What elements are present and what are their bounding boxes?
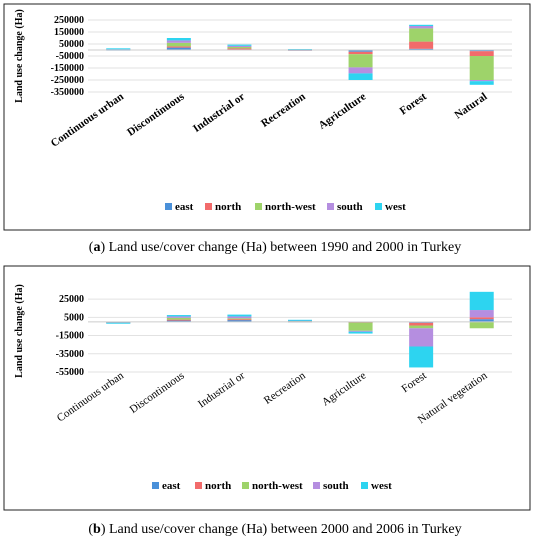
bar-segment-north xyxy=(348,51,373,55)
bar-segment-south xyxy=(469,80,494,82)
legend-label-north: north xyxy=(215,201,241,213)
bar-segment-north xyxy=(469,317,494,320)
legend-label-west: west xyxy=(385,201,406,213)
y-tick-label: 5000 xyxy=(64,312,84,323)
bar-segment-north-west xyxy=(348,322,373,331)
y-tick-label: -15000 xyxy=(56,331,84,342)
bar-segment-north-west xyxy=(409,325,434,329)
legend-swatch-north xyxy=(195,482,202,489)
y-tick-label: -350000 xyxy=(51,87,84,98)
chart-b: 25000 5000 -15000 -35000 -55000 Land use chan… xyxy=(3,265,531,511)
caption-b: (b) Land use/cover change (Ha) between 2… xyxy=(88,522,462,537)
caption-b-label: b xyxy=(93,522,101,537)
bar-segment-north-west xyxy=(409,28,434,42)
chart-a: 25000015000050000-50000-150000-250000-35… xyxy=(3,3,531,231)
bar-segment-north xyxy=(409,41,434,49)
legend-swatch-east xyxy=(152,482,159,489)
bar-segment-south xyxy=(469,310,494,318)
bar-segment-north xyxy=(227,319,252,321)
caption-a-text: Land use/cover change (Ha) between 1990 … xyxy=(105,240,462,255)
y-tick-label: -150000 xyxy=(51,63,84,74)
legend-label-east: east xyxy=(162,480,181,492)
bar-segment-west xyxy=(409,346,434,368)
bar-segment-north xyxy=(409,322,434,326)
bar-segment-west xyxy=(106,322,131,324)
bar-segment-east xyxy=(409,48,434,50)
bar-segment-south xyxy=(348,330,373,332)
bar-segment-east xyxy=(348,50,373,52)
legend-swatch-north-west xyxy=(255,203,262,210)
y-tick-label: -55000 xyxy=(56,367,84,378)
legend-label-west: west xyxy=(371,480,392,492)
bar-segment-north-west xyxy=(166,317,191,320)
bar-segment-west xyxy=(106,48,131,50)
bar-segment-west xyxy=(469,291,494,311)
bar-segment-south xyxy=(348,67,373,74)
legend-label-north: north xyxy=(205,480,231,492)
legend-label-north-west: north-west xyxy=(252,480,303,492)
legend-label-south: south xyxy=(323,480,349,492)
bar-segment-north xyxy=(227,48,252,50)
bar-segment-north-west xyxy=(348,54,373,68)
bar-segment-west xyxy=(348,73,373,80)
chart-frame xyxy=(3,265,531,511)
bar-segment-north-west xyxy=(469,321,494,329)
bar-segment-south xyxy=(227,316,252,319)
y-tick-label: -35000 xyxy=(56,349,84,360)
bar-segment-west xyxy=(469,81,494,85)
bar-segment-east xyxy=(227,320,252,322)
bar-segment-west xyxy=(227,44,252,46)
chart-frame xyxy=(3,3,531,231)
bar-segment-west xyxy=(166,315,191,317)
bar-segment-west xyxy=(409,24,434,26)
legend-swatch-south xyxy=(313,482,320,489)
legend-swatch-south xyxy=(327,203,334,210)
bar-segment-east xyxy=(469,50,494,52)
chart-panel-b: 25000 5000 -15000 -35000 -55000 Land use chan… xyxy=(0,262,550,546)
y-tick-label: -50000 xyxy=(56,51,84,62)
bar-segment-east xyxy=(166,47,191,50)
legend-label-east: east xyxy=(175,201,194,213)
legend-label-south: south xyxy=(337,201,363,213)
bar-segment-east xyxy=(166,320,191,322)
bar-segment-north xyxy=(166,46,191,48)
legend-label-north-west: north-west xyxy=(265,201,316,213)
bar-segment-west xyxy=(348,331,373,334)
y-tick-label: 150000 xyxy=(54,27,84,38)
legend-swatch-west xyxy=(375,203,382,210)
bar-segment-south xyxy=(409,26,434,29)
bar-segment-west xyxy=(227,314,252,317)
bar-segment-north xyxy=(469,51,494,56)
caption-b-text: Land use/cover change (Ha) between 2000 … xyxy=(105,522,462,537)
legend-swatch-west xyxy=(361,482,368,489)
y-tick-label: 250000 xyxy=(54,15,84,26)
bar-segment-west xyxy=(166,38,191,41)
bar-segment-south xyxy=(409,328,434,347)
bar-segment-north-west xyxy=(469,56,494,80)
legend-swatch-north-west xyxy=(242,482,249,489)
y-axis-label: Land use change (Ha) xyxy=(14,284,25,378)
y-tick-label: 25000 xyxy=(59,294,84,305)
legend-swatch-north xyxy=(205,203,212,210)
caption-a-label: a xyxy=(93,240,101,255)
y-tick-label: -250000 xyxy=(51,75,84,86)
bar-segment-north xyxy=(166,319,191,321)
bar-segment-south xyxy=(227,45,252,47)
bar-segment-north-west xyxy=(166,42,191,47)
bar-segment-east xyxy=(469,319,494,322)
y-tick-label: 50000 xyxy=(59,39,84,50)
caption-a: (a) Land use/cover change (Ha) between 1… xyxy=(88,240,462,255)
bar-segment-north-west xyxy=(227,47,252,49)
bar-segment-south xyxy=(166,40,191,43)
bar-segment-north-west xyxy=(227,318,252,320)
bar-segment-west xyxy=(288,319,312,321)
y-axis-label: Land use change (Ha) xyxy=(14,9,25,103)
legend-swatch-east xyxy=(165,203,172,210)
chart-panel-a: 250000 150000 50000 -50000 -150000 -250000 -35… xyxy=(0,0,550,262)
bar-segment-south xyxy=(166,316,191,318)
